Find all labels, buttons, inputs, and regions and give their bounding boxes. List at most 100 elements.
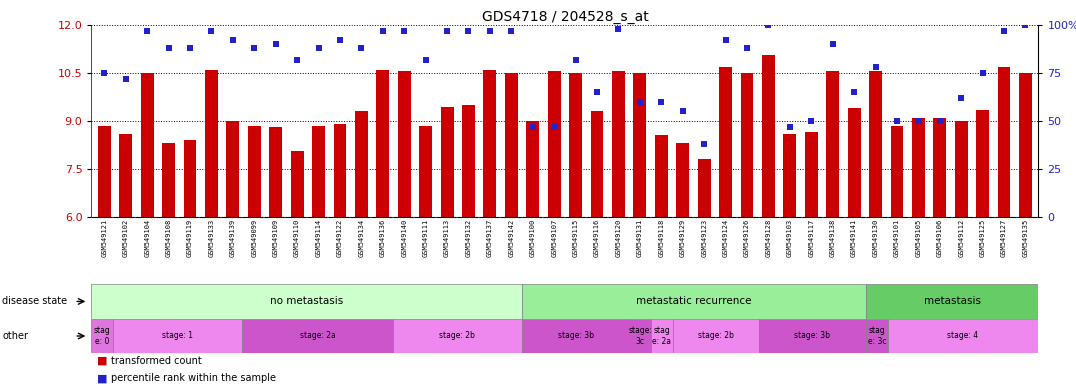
Bar [891, 126, 904, 217]
Point [653, 99, 670, 105]
Bar [869, 71, 882, 217]
Point [502, 28, 520, 34]
Point [96, 70, 113, 76]
Point [589, 89, 606, 95]
Text: other: other [2, 331, 28, 341]
Point [546, 124, 563, 130]
Point [160, 45, 178, 51]
Text: disease state: disease state [2, 296, 68, 306]
Bar [912, 118, 924, 217]
Bar [269, 127, 282, 217]
Point [675, 108, 692, 114]
Point [224, 37, 241, 43]
Bar [483, 70, 496, 217]
Point [632, 99, 649, 105]
Bar [377, 70, 390, 217]
Bar [848, 108, 861, 217]
Bar [398, 71, 411, 217]
Bar [184, 140, 197, 217]
Bar [1019, 73, 1032, 217]
Point [267, 41, 284, 47]
Bar [206, 70, 217, 217]
Bar [672, 319, 759, 353]
Text: stage: 2b: stage: 2b [439, 331, 476, 341]
Point [610, 26, 627, 32]
Bar [162, 143, 175, 217]
Text: metastatic recurrence: metastatic recurrence [636, 296, 752, 306]
Point [695, 141, 712, 147]
Title: GDS4718 / 204528_s_at: GDS4718 / 204528_s_at [482, 10, 648, 24]
Bar [759, 319, 866, 353]
Bar [312, 126, 325, 217]
Bar [226, 121, 239, 217]
Bar [740, 73, 753, 217]
Bar [522, 319, 629, 353]
Bar [242, 319, 393, 353]
Bar [719, 66, 732, 217]
Point [438, 28, 455, 34]
Bar [762, 55, 775, 217]
Bar [933, 118, 946, 217]
Point [117, 76, 134, 82]
Point [931, 118, 948, 124]
Point [182, 45, 199, 51]
Point [995, 28, 1013, 34]
Bar [505, 73, 518, 217]
Bar [522, 284, 866, 319]
Text: stage: 2a: stage: 2a [299, 331, 336, 341]
Point [139, 28, 156, 34]
Bar [291, 151, 303, 217]
Point [889, 118, 906, 124]
Bar [954, 121, 967, 217]
Text: stag
e: 2a: stag e: 2a [652, 326, 671, 346]
Text: stage:
3c: stage: 3c [628, 326, 652, 346]
Point [824, 41, 841, 47]
Bar [548, 71, 561, 217]
Bar [462, 105, 475, 217]
Point [202, 28, 220, 34]
Bar [526, 121, 539, 217]
Bar [247, 126, 260, 217]
Text: stage: 4: stage: 4 [948, 331, 978, 341]
Text: stage: 3b: stage: 3b [794, 331, 831, 341]
Point [846, 89, 863, 95]
Text: stag
e: 3c: stag e: 3c [867, 326, 887, 346]
Bar [119, 134, 132, 217]
Bar [697, 159, 710, 217]
Bar [655, 136, 668, 217]
Point [396, 28, 413, 34]
Bar [805, 132, 818, 217]
Point [245, 45, 263, 51]
Point [567, 56, 584, 63]
Bar [866, 284, 1038, 319]
Point [867, 64, 884, 70]
Text: stage: 3b: stage: 3b [557, 331, 594, 341]
Bar [91, 319, 113, 353]
Text: metastasis: metastasis [924, 296, 980, 306]
Bar [651, 319, 672, 353]
Bar [629, 319, 651, 353]
Point [738, 45, 755, 51]
Bar [91, 284, 522, 319]
Bar [783, 134, 796, 217]
Point [910, 118, 928, 124]
Point [288, 56, 306, 63]
Point [803, 118, 820, 124]
Text: no metastasis: no metastasis [270, 296, 343, 306]
Bar [677, 143, 689, 217]
Bar [997, 66, 1010, 217]
Bar [441, 107, 453, 217]
Text: percentile rank within the sample: percentile rank within the sample [111, 373, 275, 383]
Point [459, 28, 477, 34]
Point [760, 22, 777, 28]
Bar [113, 319, 242, 353]
Bar [612, 71, 625, 217]
Bar [826, 71, 839, 217]
Bar [888, 319, 1038, 353]
Point [481, 28, 498, 34]
Bar [420, 126, 433, 217]
Point [353, 45, 370, 51]
Text: stage: 1: stage: 1 [162, 331, 193, 341]
Text: stag
e: 0: stag e: 0 [94, 326, 111, 346]
Text: ■: ■ [97, 356, 108, 366]
